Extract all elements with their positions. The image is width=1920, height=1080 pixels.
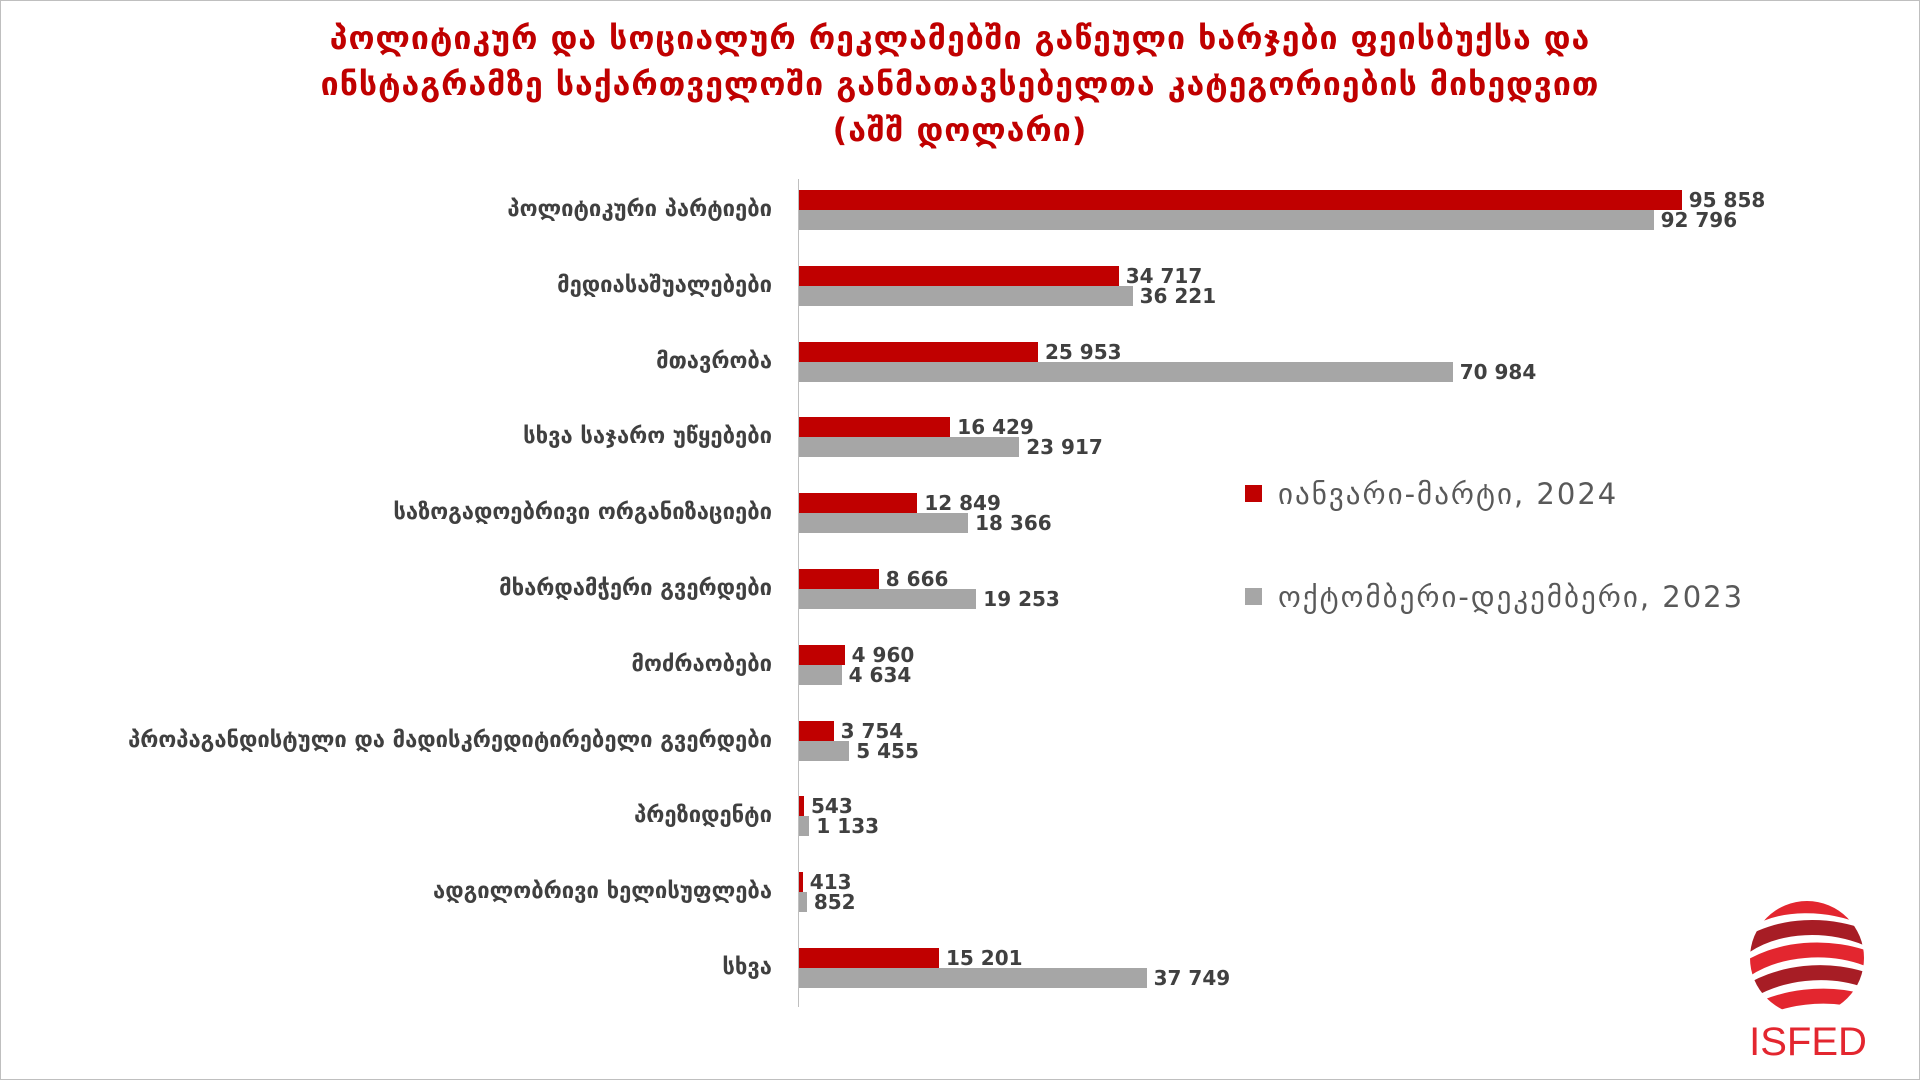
value-label-s1-c11: 15 201 [945,946,1023,970]
category-label-2: მედიასაშუალებები [557,272,772,298]
logo-stripe [1750,920,1864,956]
bar-s1-c5 [799,493,918,514]
bar-s1-c3 [799,341,1038,362]
value-label-s1-c3: 25 953 [1045,339,1122,364]
bar-s1-c10 [799,872,803,893]
value-label-s2-c10: 852 [813,890,856,915]
bar-s1-c4 [799,417,951,438]
category-label-9: პრეზიდენტი [634,803,772,829]
category-label-11: სხვა [722,955,772,980]
value-label-s2-c8: 5 455 [856,738,919,763]
value-label-s1-c4: 16 429 [957,415,1034,440]
category-axis-line [798,179,799,1007]
category-label-10: ადგილობრივი ხელისუფლება [433,879,772,905]
legend-item-series-1: იანვარი-მარტი, 2024 [1245,476,1865,512]
isfed-logo-text: ISFED [1749,1020,1867,1064]
bar-s2-c11 [799,968,1147,988]
category-label-3: მთავრობა [656,348,772,374]
logo-stripe [1750,988,1864,1015]
legend-label-series-2: ოქტომბერი-დეკემბერი, 2023 [1278,580,1745,614]
value-label-s2-c11: 37 749 [1153,966,1231,990]
bar-s1-c9 [799,796,804,817]
chart-title: პოლიტიკურ და სოციალურ რეკლამებში გაწეული… [320,19,1600,149]
value-label-s2-c6: 19 253 [983,587,1060,611]
bar-s2-c3 [799,361,1453,382]
category-label-4: სხვა საჯარო უწყებები [523,424,772,450]
bar-s1-c11 [799,948,939,968]
value-label-s1-c2: 34 717 [1125,263,1203,288]
bar-s2-c5 [799,513,969,534]
category-label-7: მოძრაობები [631,651,772,677]
legend-item-series-2: ოქტომბერი-დეკემბერი, 2023 [1245,579,1865,615]
bar-s1-c7 [799,644,845,665]
legend-swatch-series-1 [1245,485,1262,502]
bar-s1-c8 [799,720,834,741]
value-label-s2-c9: 1 133 [816,814,880,839]
legend-swatch-series-2 [1245,588,1262,605]
bar-s1-c6 [799,569,879,589]
value-label-s2-c1: 92 796 [1660,208,1738,232]
bar-s2-c2 [799,285,1133,306]
bar-s2-c9 [799,816,810,837]
bar-s2-c6 [799,589,977,609]
value-label-s1-c9: 543 [811,794,853,819]
value-label-s2-c2: 36 221 [1139,283,1217,308]
category-label-1: პოლიტიკური პარტიები [507,197,772,222]
logo-stripe [1750,942,1864,980]
logo-sphere [1750,901,1864,1015]
category-label-5: საზოგადოებრივი ორგანიზაციები [393,500,772,526]
value-label-s2-c7: 4 634 [848,662,912,687]
bar-s2-c7 [799,664,842,685]
bar-s1-c2 [799,265,1119,286]
bar-s1-c1 [799,190,1682,210]
value-label-s1-c8: 3 754 [840,718,904,743]
bar-s2-c8 [799,740,850,761]
value-label-s2-c5: 18 366 [975,511,1052,536]
legend-label-series-1: იანვარი-მარტი, 2024 [1278,477,1619,511]
isfed-logo-emblem [1750,901,1864,1015]
value-label-s1-c5: 12 849 [924,491,1001,516]
value-label-s2-c4: 23 917 [1026,435,1103,460]
bar-s2-c4 [799,437,1020,458]
value-label-s1-c6: 8 666 [885,567,949,591]
category-label-8: პროპაგანდისტული და მადისკრედიტირებელი გვ… [128,727,772,753]
value-label-s1-c10: 413 [809,870,852,895]
value-label-s1-c7: 4 960 [851,642,915,667]
value-label-s2-c3: 70 984 [1459,359,1537,384]
bar-s2-c1 [799,210,1654,230]
bar-s2-c10 [799,892,807,913]
value-label-s1-c1: 95 858 [1688,188,1766,212]
category-label-6: მხარდამჭერი გვერდები [499,576,772,601]
